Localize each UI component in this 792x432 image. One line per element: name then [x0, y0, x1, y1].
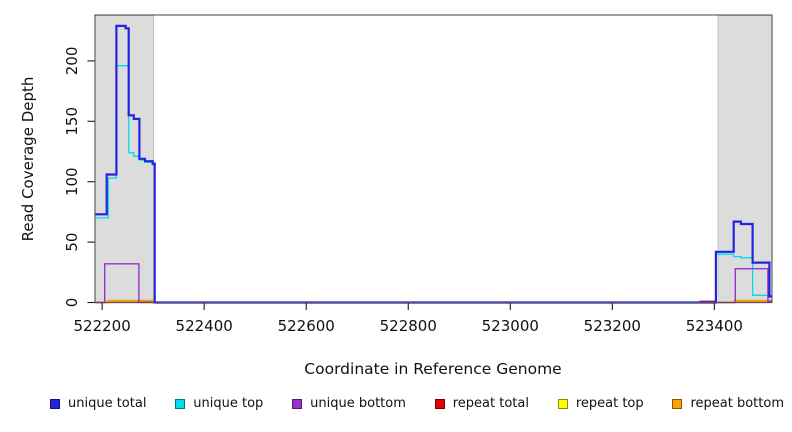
plot-border — [94, 14, 773, 304]
legend-item-label: repeat top — [575, 396, 644, 411]
series-line-unique-bottom — [95, 263, 772, 304]
legend-item-unique-top: unique top — [175, 396, 263, 411]
legend-item-unique-total: unique total — [50, 396, 146, 411]
legend-item-label: unique total — [68, 396, 147, 411]
x-tick-label: 522200 — [74, 317, 131, 335]
x-tick-label: 522600 — [278, 317, 335, 335]
legend-swatch-icon — [50, 398, 60, 409]
y-tick-label: 200 — [63, 47, 81, 76]
y-tick-label: 0 — [63, 298, 81, 308]
axis-ticks — [87, 60, 715, 310]
legend-swatch-icon — [434, 398, 445, 409]
y-tick-label: 50 — [63, 233, 81, 252]
legend: unique total unique top unique bottom re… — [50, 396, 784, 411]
legend-item-label: unique top — [193, 396, 264, 411]
legend-item-label: unique bottom — [310, 396, 406, 411]
x-tick-label: 523200 — [584, 317, 641, 335]
legend-item-repeat-top: repeat top — [557, 396, 644, 411]
y-tick-label: 150 — [63, 107, 81, 136]
legend-item-repeat-bottom: repeat bottom — [672, 396, 784, 411]
x-tick-label: 522400 — [176, 317, 233, 335]
shaded-region — [717, 15, 773, 303]
legend-swatch-icon — [557, 398, 568, 409]
x-axis-title: Coordinate in Reference Genome — [304, 360, 561, 378]
legend-item-label: repeat total — [452, 396, 529, 411]
x-tick-label: 523000 — [482, 317, 539, 335]
legend-swatch-icon — [292, 398, 303, 409]
y-tick-label: 100 — [63, 167, 81, 196]
legend-item-unique-bottom: unique bottom — [292, 396, 406, 411]
series-lines — [95, 24, 772, 304]
legend-swatch-icon — [175, 398, 186, 409]
series-line-unique-total — [95, 24, 772, 304]
legend-item-repeat-total: repeat total — [434, 396, 529, 411]
legend-swatch-icon — [672, 398, 683, 409]
legend-item-label: repeat bottom — [690, 396, 784, 411]
shaded-regions — [94, 15, 773, 303]
x-tick-label: 523400 — [686, 317, 743, 335]
y-axis-title: Read Coverage Depth — [19, 77, 37, 242]
x-tick-label: 522800 — [380, 317, 437, 335]
axis-tick-labels: 522200 522400 522600 522800 523000 523200 5234… — [63, 47, 743, 335]
series-line-unique-top — [95, 65, 772, 304]
